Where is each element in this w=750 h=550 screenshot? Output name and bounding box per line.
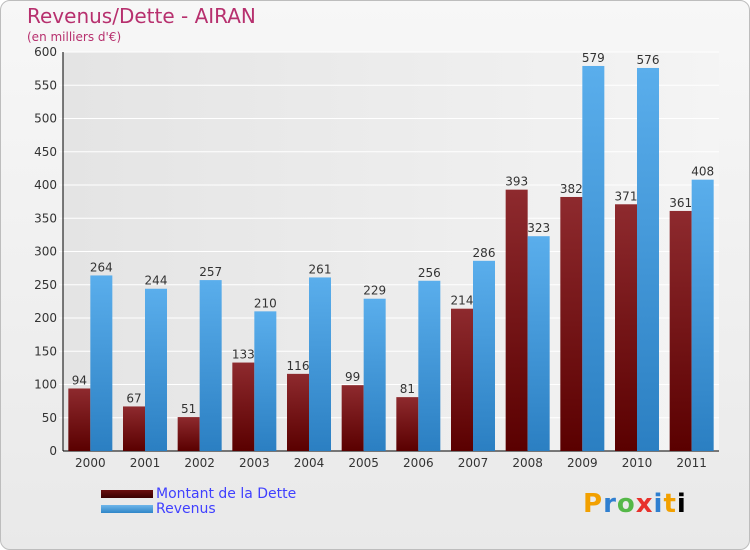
data-label-dette: 51 — [181, 402, 196, 416]
bar-revenus — [582, 65, 605, 451]
data-label-dette: 99 — [345, 370, 360, 384]
bar-dette — [341, 385, 364, 451]
data-label-revenus: 261 — [309, 262, 332, 276]
bar-dette — [615, 204, 637, 451]
bar-dette — [232, 362, 255, 451]
x-tick-label: 2005 — [348, 456, 379, 470]
y-tick-label: 450 — [34, 145, 57, 159]
x-tick-label: 2008 — [512, 456, 543, 470]
bar-dette — [451, 308, 473, 451]
y-tick-label: 200 — [34, 311, 57, 325]
y-tick-label: 300 — [34, 245, 57, 259]
bar-revenus — [363, 298, 386, 451]
data-label-revenus: 576 — [637, 53, 660, 67]
bar-revenus — [473, 260, 495, 451]
x-tick-label: 2001 — [130, 456, 161, 470]
bar-dette — [396, 397, 419, 451]
data-label-revenus: 229 — [363, 284, 386, 298]
bar-dette — [560, 196, 583, 451]
y-tick-label: 50 — [42, 411, 57, 425]
legend-swatch-dette — [101, 490, 153, 498]
data-label-revenus: 286 — [473, 246, 496, 260]
bar-revenus — [90, 275, 113, 451]
x-tick-label: 2003 — [239, 456, 270, 470]
data-label-revenus: 210 — [254, 296, 277, 310]
x-tick-label: 2004 — [294, 456, 325, 470]
data-label-revenus: 408 — [691, 165, 714, 179]
data-label-dette: 382 — [560, 182, 583, 196]
data-label-revenus: 257 — [199, 265, 222, 279]
bar-dette — [287, 373, 309, 451]
data-label-dette: 116 — [287, 359, 310, 373]
bar-dette — [505, 189, 528, 451]
bar-dette — [68, 388, 91, 451]
bar-revenus — [527, 236, 550, 451]
bar-revenus — [145, 288, 167, 451]
legend-swatch-revenus — [101, 505, 153, 513]
y-tick-label: 600 — [34, 45, 57, 59]
x-tick-label: 2000 — [75, 456, 106, 470]
data-label-dette: 371 — [615, 189, 638, 203]
x-tick-label: 2010 — [622, 456, 653, 470]
x-tick-label: 2002 — [184, 456, 215, 470]
y-tick-label: 0 — [49, 444, 57, 458]
bar-revenus — [254, 311, 277, 451]
y-tick-label: 100 — [34, 378, 57, 392]
data-label-revenus: 244 — [145, 274, 168, 288]
y-tick-label: 150 — [34, 344, 57, 358]
x-tick-label: 2006 — [403, 456, 434, 470]
x-tick-label: 2009 — [567, 456, 598, 470]
bar-revenus — [418, 280, 441, 451]
bar-dette — [177, 417, 200, 451]
chart-subtitle: (en milliers d'€) — [27, 30, 122, 44]
data-label-dette: 67 — [126, 391, 141, 405]
bar-revenus — [199, 280, 222, 451]
proxiti-logo: Proxiti — [583, 489, 687, 519]
bar-revenus — [309, 277, 331, 451]
x-tick-label: 2007 — [458, 456, 489, 470]
x-tick-label: 2011 — [676, 456, 707, 470]
y-tick-label: 500 — [34, 112, 57, 126]
data-label-revenus: 264 — [90, 260, 113, 274]
data-label-revenus: 579 — [582, 51, 605, 65]
data-label-dette: 393 — [505, 175, 528, 189]
y-tick-label: 550 — [34, 78, 57, 92]
bar-dette — [123, 406, 145, 451]
data-label-revenus: 256 — [418, 266, 441, 280]
data-label-dette: 214 — [451, 294, 474, 308]
legend-label-revenus: Revenus — [156, 501, 216, 517]
legend-label-dette: Montant de la Dette — [156, 486, 297, 502]
y-tick-label: 250 — [34, 278, 57, 292]
bar-dette — [669, 210, 692, 451]
data-label-dette: 133 — [232, 348, 255, 362]
bar-revenus — [691, 179, 714, 451]
y-tick-label: 350 — [34, 211, 57, 225]
data-label-dette: 81 — [400, 382, 415, 396]
chart-title: Revenus/Dette - AIRAN — [27, 4, 256, 28]
data-label-revenus: 323 — [527, 221, 550, 235]
data-label-dette: 94 — [72, 373, 87, 387]
bar-revenus — [637, 67, 659, 452]
data-label-dette: 361 — [669, 196, 692, 210]
y-tick-label: 400 — [34, 178, 57, 192]
